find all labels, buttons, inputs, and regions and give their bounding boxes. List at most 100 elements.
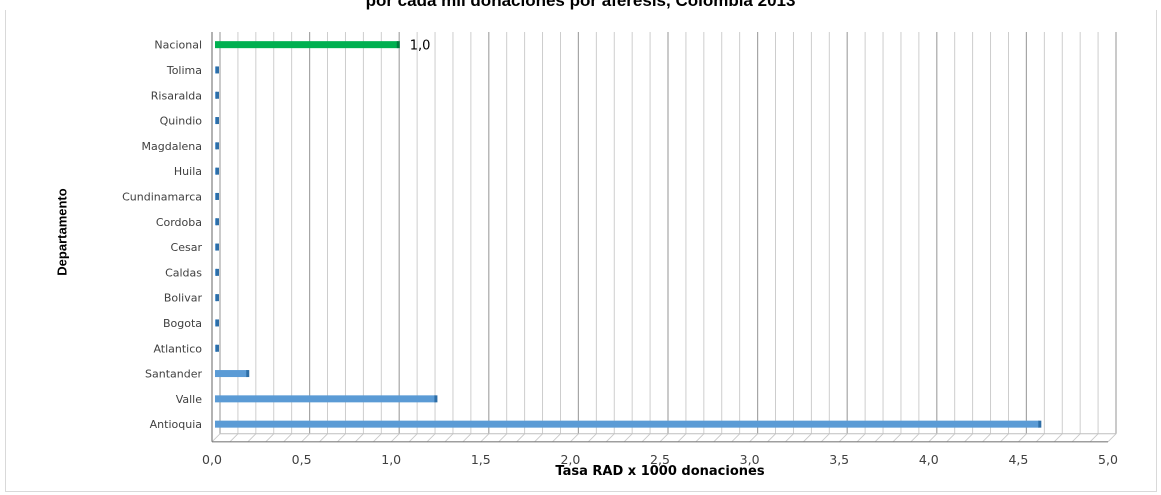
chart-title: por cada mil donaciones por aféresis, Co… [365, 0, 796, 10]
bar-end-face [216, 294, 219, 302]
gridline-depth [283, 433, 292, 443]
category-label: Bolivar [164, 292, 203, 305]
gridline-depth [301, 433, 310, 443]
gridline-depth [534, 433, 543, 443]
x-tick-label: 0,0 [202, 452, 222, 467]
gridline-depth [1000, 433, 1009, 443]
gridline-depth [1071, 433, 1081, 443]
gridline-depth [982, 433, 991, 443]
bar-end-face [216, 344, 219, 352]
gridline-depth [1018, 433, 1027, 443]
gridline-depth [1089, 433, 1099, 443]
bar-end-face [246, 370, 250, 378]
x-tick-label: 3,0 [740, 452, 760, 467]
category-label: Risaralda [151, 89, 202, 102]
gridline-depth [498, 433, 508, 443]
x-tick-label: 4,0 [919, 452, 939, 467]
gridline-depth [713, 433, 723, 443]
gridline-depth [946, 433, 956, 443]
bar-end-face [434, 395, 438, 403]
gridline-depth [874, 433, 884, 443]
x-tick-label: 5,0 [1098, 452, 1118, 467]
gridline-depth [964, 433, 973, 443]
bar-end-face [216, 243, 219, 251]
gridline-depth [570, 433, 579, 443]
gridline-depth [588, 433, 597, 443]
gridline-depth [1107, 433, 1117, 443]
gridline-depth [856, 433, 866, 443]
x-axis-title: Tasa RAD x 1000 donaciones [555, 464, 765, 479]
category-label: Cundinamarca [122, 190, 202, 203]
category-label: Magdalena [142, 140, 202, 153]
gridline-depth [605, 433, 615, 443]
bar-end-face [396, 41, 400, 49]
gridline-depth [1036, 433, 1045, 443]
gridline-depth [462, 433, 472, 443]
gridline-depth [211, 433, 221, 443]
chart-frame [5, 10, 1157, 492]
bar-end-face [216, 218, 219, 226]
category-label: Santander [145, 368, 202, 381]
bar [215, 395, 436, 403]
gridline-depth [659, 433, 669, 443]
gridline-depth [1053, 433, 1063, 443]
bar-end-face [216, 268, 219, 276]
gridline-depth [928, 433, 938, 443]
gridline-depth [803, 433, 812, 443]
gridline-depth [372, 433, 382, 443]
data-label: 1,0 [410, 39, 431, 54]
category-label: Antioquia [150, 418, 202, 431]
gridline-depth [623, 433, 633, 443]
gridline-depth [892, 433, 902, 443]
gridline-depth [820, 433, 830, 443]
x-tick-label: 3,5 [829, 452, 849, 467]
category-label: Valle [176, 393, 203, 406]
x-tick-label: 2,0 [560, 452, 580, 467]
category-label: Bogota [163, 317, 202, 330]
gridline-depth [247, 433, 257, 443]
gridline-depth [337, 433, 346, 443]
bar-end-face [216, 117, 219, 125]
gridline-depth [265, 433, 275, 443]
gridline-depth [390, 433, 400, 443]
gridline-depth [408, 433, 418, 443]
category-label: Tolima [166, 64, 202, 77]
bar-end-face [216, 167, 219, 175]
gridline-depth [749, 433, 758, 443]
category-label: Quindio [160, 115, 203, 128]
bar-end-face [216, 66, 219, 74]
category-label: Cesar [171, 241, 203, 254]
bar-end-face [216, 91, 219, 99]
category-label: Atlantico [153, 342, 202, 355]
category-label: Cordoba [156, 216, 202, 229]
x-tick-label: 4,5 [1008, 452, 1028, 467]
x-tick-label: 2,5 [650, 452, 670, 467]
gridline-depth [910, 433, 920, 443]
gridline-depth [641, 433, 651, 443]
gridline-depth [319, 433, 328, 443]
gridline-depth [480, 433, 490, 443]
gridline-depth [767, 433, 776, 443]
bar-end-face [216, 319, 219, 327]
bar [215, 41, 398, 49]
gridline-depth [695, 433, 705, 443]
bar-end-face [216, 192, 219, 200]
x-tick-label: 0,5 [292, 452, 312, 467]
bar [215, 370, 248, 378]
bar-end-face [1038, 420, 1042, 428]
gridline-depth [516, 433, 525, 443]
gridline-depth [552, 433, 561, 443]
category-label: Huila [174, 165, 202, 178]
gridline-depth [426, 433, 436, 443]
x-tick-label: 1,0 [381, 452, 401, 467]
gridline-depth [677, 433, 687, 443]
x-tick-label: 1,5 [471, 452, 491, 467]
gridline-depth [355, 433, 364, 443]
gridline-depth [444, 433, 454, 443]
gridline-depth [785, 433, 794, 443]
category-label: Nacional [154, 39, 202, 52]
gridline-depth [838, 433, 848, 443]
bar-end-face [216, 142, 219, 150]
bar [215, 420, 1040, 428]
